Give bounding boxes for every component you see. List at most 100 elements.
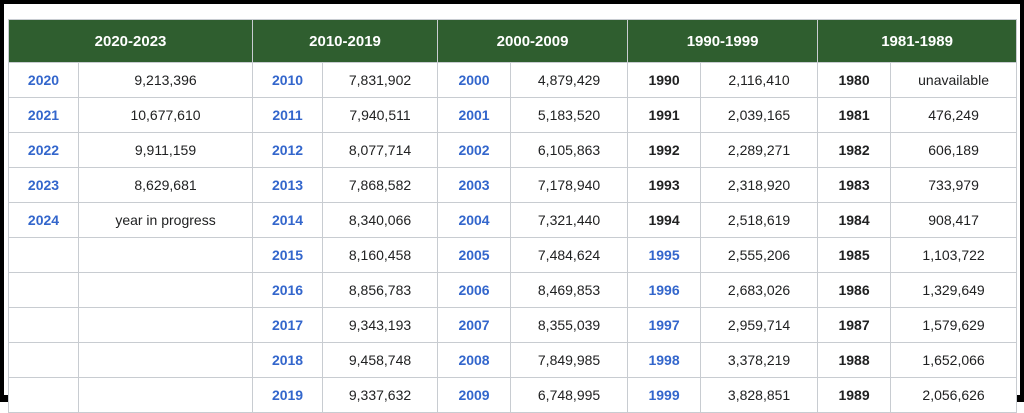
value-cell: 8,340,066 bbox=[322, 202, 439, 238]
table-body: 2020 9,213,396 2010 7,831,902 2000 4,879,429 1… bbox=[8, 62, 1018, 413]
value-cell: 8,160,458 bbox=[322, 237, 439, 273]
year-link[interactable]: 2022 bbox=[8, 132, 79, 168]
year-cell bbox=[8, 342, 79, 378]
year-link[interactable]: 2005 bbox=[437, 237, 512, 273]
value-cell: 2,518,619 bbox=[700, 202, 819, 238]
year-link[interactable]: 2013 bbox=[252, 167, 324, 203]
value-cell bbox=[77, 237, 254, 273]
value-cell: 8,355,039 bbox=[510, 307, 629, 343]
year-cell bbox=[8, 377, 79, 413]
table-row: 2024 year in progress 2014 8,340,066 2004 7,3… bbox=[8, 202, 1018, 238]
year-link[interactable]: 1999 bbox=[627, 377, 702, 413]
year-cell bbox=[8, 307, 79, 343]
table-row: 2018 9,458,748 2008 7,849,985 1998 3,378,219 1… bbox=[8, 342, 1018, 378]
year-cell bbox=[8, 272, 79, 308]
year-link[interactable]: 2012 bbox=[252, 132, 324, 168]
year-cell: 1982 bbox=[817, 132, 892, 168]
column-group-header: 2000-2009 bbox=[437, 19, 629, 63]
value-cell: 8,629,681 bbox=[77, 167, 254, 203]
value-cell: 4,879,429 bbox=[510, 62, 629, 98]
value-cell: 9,213,396 bbox=[77, 62, 254, 98]
value-cell: 476,249 bbox=[890, 97, 1018, 133]
table-row: 2021 10,677,610 2011 7,940,511 2001 5,183,520… bbox=[8, 97, 1018, 133]
value-cell: 2,318,920 bbox=[700, 167, 819, 203]
year-cell: 1984 bbox=[817, 202, 892, 238]
value-cell: 7,849,985 bbox=[510, 342, 629, 378]
value-cell: 1,329,649 bbox=[890, 272, 1018, 308]
column-group-header: 2010-2019 bbox=[252, 19, 439, 63]
value-cell: 9,343,193 bbox=[322, 307, 439, 343]
value-cell bbox=[77, 342, 254, 378]
year-link[interactable]: 2010 bbox=[252, 62, 324, 98]
value-cell: 908,417 bbox=[890, 202, 1018, 238]
value-cell bbox=[77, 307, 254, 343]
year-link[interactable]: 2002 bbox=[437, 132, 512, 168]
year-link[interactable]: 2003 bbox=[437, 167, 512, 203]
year-link[interactable]: 2006 bbox=[437, 272, 512, 308]
value-cell: 9,911,159 bbox=[77, 132, 254, 168]
table-row: 2016 8,856,783 2006 8,469,853 1996 2,683,026 1… bbox=[8, 272, 1018, 308]
year-cell: 1991 bbox=[627, 97, 702, 133]
header-row: 2020-2023 2010-2019 2000-2009 1990-1999 1981… bbox=[7, 19, 1018, 63]
year-link[interactable]: 2011 bbox=[252, 97, 324, 133]
table-row: 2023 8,629,681 2013 7,868,582 2003 7,178,940 1… bbox=[8, 167, 1018, 203]
table-row: 2020 9,213,396 2010 7,831,902 2000 4,879,429 1… bbox=[8, 62, 1018, 98]
year-cell: 1993 bbox=[627, 167, 702, 203]
value-cell: 733,979 bbox=[890, 167, 1018, 203]
table-row: 2019 9,337,632 2009 6,748,995 1999 3,828,851 1… bbox=[8, 377, 1018, 413]
value-cell: 2,289,271 bbox=[700, 132, 819, 168]
year-link[interactable]: 2015 bbox=[252, 237, 324, 273]
year-cell: 1992 bbox=[627, 132, 702, 168]
value-cell: unavailable bbox=[890, 62, 1018, 98]
value-cell: 7,868,582 bbox=[322, 167, 439, 203]
table-header: 2020-2023 2010-2019 2000-2009 1990-1999 1981… bbox=[7, 19, 1018, 63]
year-link[interactable]: 2014 bbox=[252, 202, 324, 238]
value-cell: 2,683,026 bbox=[700, 272, 819, 308]
year-link[interactable]: 2001 bbox=[437, 97, 512, 133]
year-link[interactable]: 2021 bbox=[8, 97, 79, 133]
value-cell: 5,183,520 bbox=[510, 97, 629, 133]
year-link[interactable]: 2017 bbox=[252, 307, 324, 343]
year-link[interactable]: 2009 bbox=[437, 377, 512, 413]
year-link[interactable]: 2008 bbox=[437, 342, 512, 378]
column-group-header: 1990-1999 bbox=[627, 19, 819, 63]
year-cell: 1985 bbox=[817, 237, 892, 273]
value-cell: 9,458,748 bbox=[322, 342, 439, 378]
year-link[interactable]: 2000 bbox=[437, 62, 512, 98]
year-cell bbox=[8, 237, 79, 273]
year-link[interactable]: 2007 bbox=[437, 307, 512, 343]
value-cell: year in progress bbox=[77, 202, 254, 238]
year-link[interactable]: 2018 bbox=[252, 342, 324, 378]
year-link[interactable]: 2019 bbox=[252, 377, 324, 413]
year-link[interactable]: 1995 bbox=[627, 237, 702, 273]
year-link[interactable]: 2020 bbox=[8, 62, 79, 98]
year-link[interactable]: 1996 bbox=[627, 272, 702, 308]
value-cell: 3,828,851 bbox=[700, 377, 819, 413]
year-cell: 1983 bbox=[817, 167, 892, 203]
year-cell: 1990 bbox=[627, 62, 702, 98]
value-cell: 9,337,632 bbox=[322, 377, 439, 413]
value-cell: 7,178,940 bbox=[510, 167, 629, 203]
value-cell: 7,831,902 bbox=[322, 62, 439, 98]
value-cell: 7,940,511 bbox=[322, 97, 439, 133]
value-cell bbox=[77, 272, 254, 308]
value-cell: 1,579,629 bbox=[890, 307, 1018, 343]
year-link[interactable]: 1998 bbox=[627, 342, 702, 378]
table-row: 2022 9,911,159 2012 8,077,714 2002 6,105,863 1… bbox=[8, 132, 1018, 168]
value-cell: 8,856,783 bbox=[322, 272, 439, 308]
year-link[interactable]: 2023 bbox=[8, 167, 79, 203]
table-row: 2015 8,160,458 2005 7,484,624 1995 2,555,206 1… bbox=[8, 237, 1018, 273]
value-cell: 8,077,714 bbox=[322, 132, 439, 168]
annual-totals-by-decade-table: 2020-2023 2010-2019 2000-2009 1990-1999 1981… bbox=[7, 19, 1018, 413]
year-link[interactable]: 2004 bbox=[437, 202, 512, 238]
value-cell: 2,056,626 bbox=[890, 377, 1018, 413]
year-link[interactable]: 1997 bbox=[627, 307, 702, 343]
table-frame: 2020-2023 2010-2019 2000-2009 1990-1999 1981… bbox=[4, 4, 1020, 413]
year-cell: 1987 bbox=[817, 307, 892, 343]
value-cell: 2,959,714 bbox=[700, 307, 819, 343]
year-link[interactable]: 2016 bbox=[252, 272, 324, 308]
year-link[interactable]: 2024 bbox=[8, 202, 79, 238]
value-cell: 7,484,624 bbox=[510, 237, 629, 273]
value-cell: 2,555,206 bbox=[700, 237, 819, 273]
value-cell: 1,652,066 bbox=[890, 342, 1018, 378]
